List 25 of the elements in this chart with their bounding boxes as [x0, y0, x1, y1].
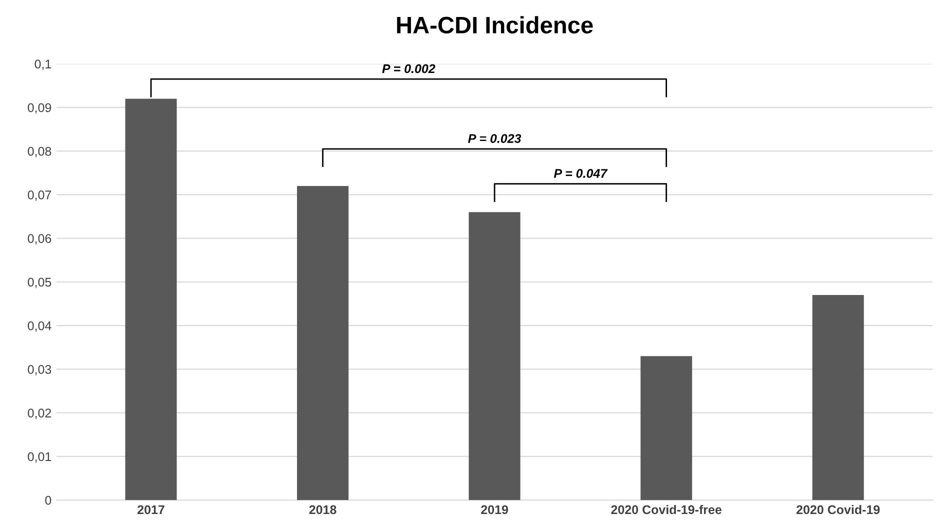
y-tick-label: 0,09	[28, 103, 52, 114]
y-tick-label: 0,1	[34, 60, 52, 70]
y-tick-label: 0,02	[28, 408, 52, 419]
x-tick-label: 2017	[138, 505, 164, 514]
y-tick-label: 0	[45, 496, 52, 505]
x-tick-label: 2018	[309, 505, 336, 514]
annotation: P = 0.023	[468, 134, 522, 143]
y-tick-label: 0,06	[28, 234, 52, 244]
annotation: P = 0.047	[554, 168, 608, 178]
bar	[297, 186, 349, 500]
y-tick-label: 0,07	[28, 190, 52, 201]
annotation: P = 0.002	[382, 64, 436, 74]
bar	[125, 98, 177, 500]
y-tick-label: 0,03	[28, 365, 52, 376]
chart-title: HA-CDI Incidence	[397, 16, 593, 34]
y-tick-label: 0,08	[28, 146, 52, 158]
x-tick-label: 2020 Covid-19	[796, 504, 880, 514]
y-tick-label: 0,04	[28, 321, 52, 332]
bar	[468, 212, 520, 500]
x-tick-label: 2019	[481, 505, 508, 514]
bar	[640, 356, 692, 500]
x-tick-label: 2020 Covid-19-free	[611, 504, 722, 514]
bar	[812, 295, 864, 500]
y-tick-label: 0,05	[28, 278, 52, 288]
y-tick-label: 0,01	[28, 452, 52, 463]
